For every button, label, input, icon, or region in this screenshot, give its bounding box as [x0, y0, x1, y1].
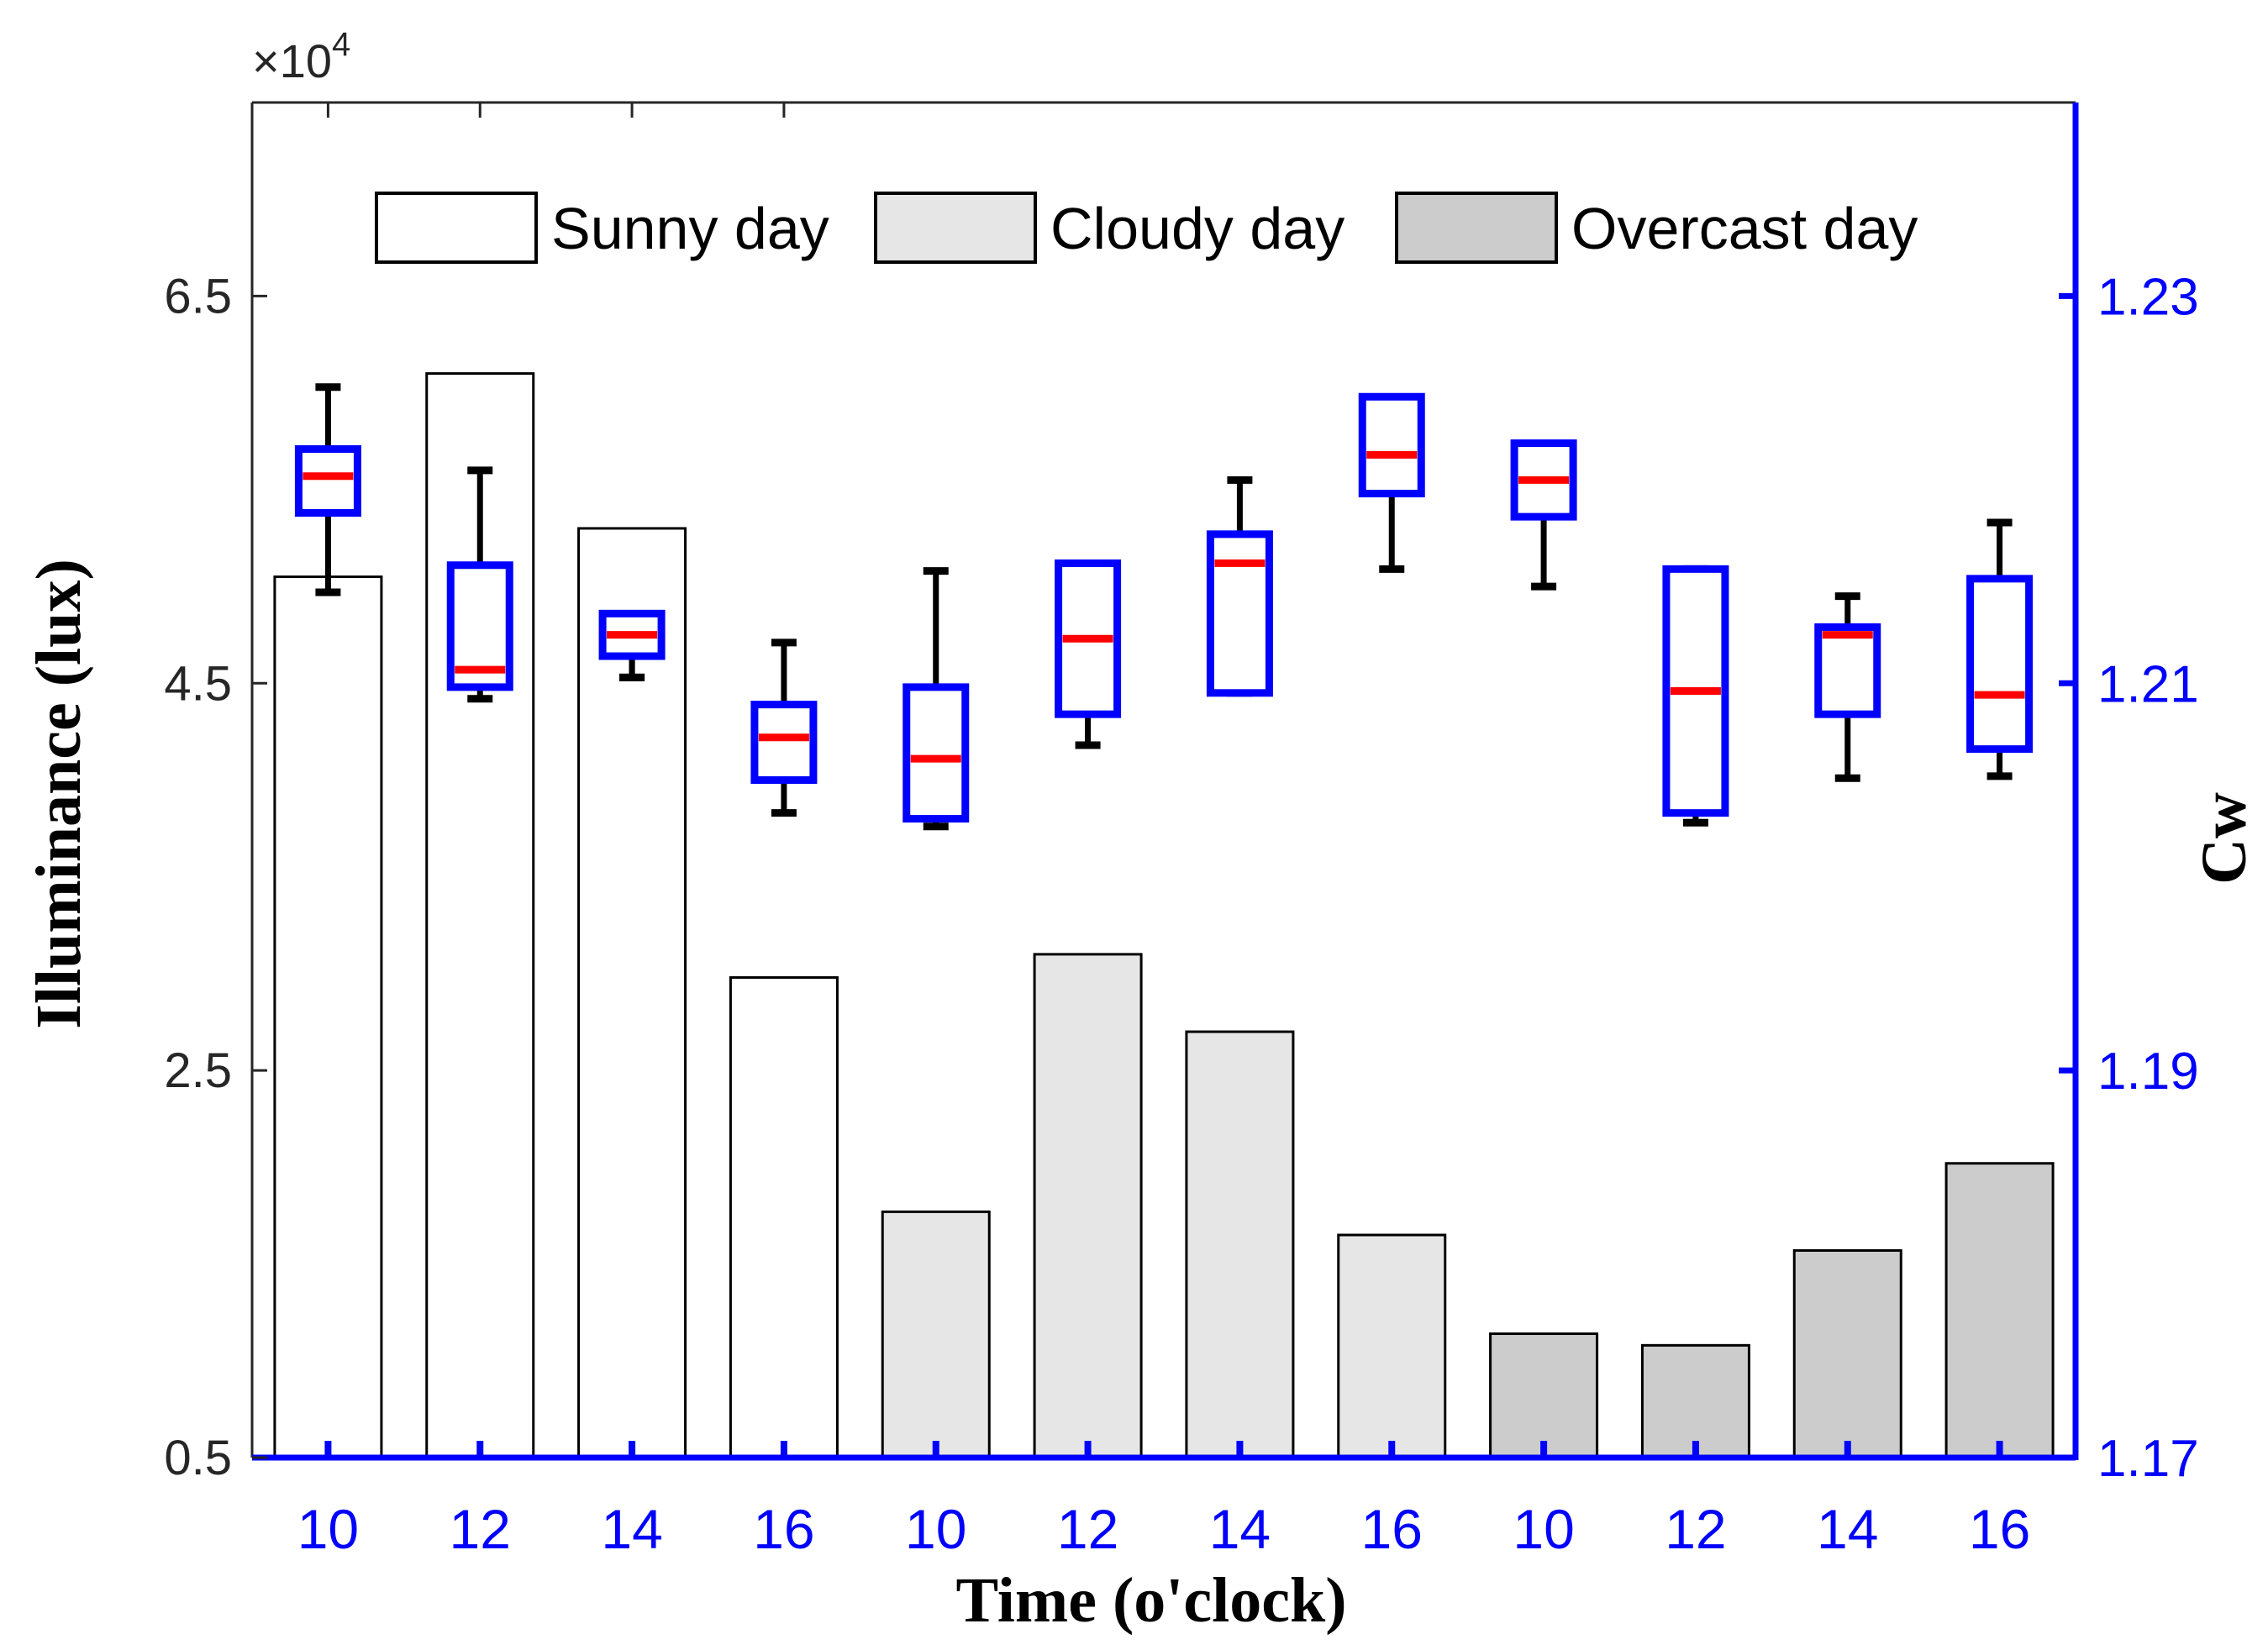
boxplot-10 — [1814, 592, 1881, 782]
y-axis-label: Illuminance (lux) — [24, 559, 94, 1029]
bar-9 — [1640, 1343, 1750, 1459]
bar-7 — [1337, 1233, 1447, 1459]
boxplot-8 — [1510, 439, 1577, 591]
boxplot-2 — [598, 609, 666, 681]
boxplot-box-11 — [1966, 575, 2034, 754]
x-tick-label-10: 14 — [1817, 1498, 1878, 1560]
legend-swatch-2 — [1395, 192, 1558, 264]
x-tick-label-8: 10 — [1513, 1498, 1574, 1560]
x-tick-label-3: 16 — [753, 1498, 814, 1560]
legend: Sunny day Cloudy day Overcast day — [375, 192, 1918, 264]
y-right-tick-label-0: 1.17 — [2097, 1430, 2199, 1488]
axes-layer — [250, 101, 2079, 1461]
bars-layer — [273, 372, 2055, 1459]
boxplot-9 — [1662, 565, 1729, 827]
bar-0 — [273, 575, 383, 1459]
y-right-tick-label-2: 1.21 — [2097, 655, 2199, 713]
x-tick-label-6: 14 — [1209, 1498, 1271, 1560]
boxplot-3 — [750, 638, 818, 817]
y-right-tick-label-1: 1.19 — [2097, 1043, 2199, 1101]
legend-label-1: Cloudy day — [1050, 196, 1344, 261]
boxplot-box-10 — [1814, 623, 1881, 718]
boxplot-box-0 — [294, 444, 361, 518]
y-multiplier-exponent: 4 — [332, 26, 350, 63]
boxplot-5 — [1055, 559, 1122, 749]
legend-swatch-1 — [874, 192, 1037, 264]
y-tick-label-1: 2.5 — [164, 1043, 232, 1098]
y-tick-label-2: 4.5 — [164, 656, 232, 711]
bar-2 — [577, 527, 687, 1459]
bar-5 — [1033, 953, 1143, 1459]
boxplot-6 — [1206, 476, 1273, 697]
y-multiplier: ×104 — [252, 26, 350, 87]
boxplot-11 — [1966, 518, 2034, 780]
y-tick-label-0: 0.5 — [164, 1431, 232, 1485]
legend-swatch-0 — [375, 192, 538, 264]
x-tick-label-9: 12 — [1665, 1498, 1726, 1560]
x-axis-label: Time (o'clock) — [955, 1565, 1346, 1636]
x-tick-label-5: 12 — [1057, 1498, 1118, 1560]
bar-4 — [881, 1210, 991, 1459]
x-tick-label-4: 10 — [905, 1498, 966, 1560]
boxplot-1 — [446, 466, 513, 703]
bar-11 — [1944, 1162, 2055, 1459]
y-right-tick-label-3: 1.23 — [2097, 268, 2199, 326]
boxplot-box-4 — [902, 683, 970, 823]
x-tick-label-2: 14 — [601, 1498, 662, 1560]
bar-3 — [729, 976, 839, 1459]
boxplot-0 — [294, 383, 361, 596]
x-tick-label-0: 10 — [297, 1498, 359, 1560]
ticks-layer: 0.5 2.5 4.5 6.5 1.17 1.19 1.21 1.23 10 12 14 16 10 12… — [164, 102, 2199, 1560]
y-tick-label-3: 6.5 — [164, 269, 232, 323]
boxplot-box-3 — [750, 701, 818, 785]
legend-label-0: Sunny day — [551, 196, 829, 261]
boxplot-7 — [1358, 392, 1425, 573]
boxplot-4 — [902, 567, 970, 831]
boxplot-box-6 — [1206, 530, 1273, 697]
bar-6 — [1185, 1030, 1295, 1459]
legend-label-2: Overcast day — [1571, 196, 1918, 261]
x-tick-label-11: 16 — [1969, 1498, 2030, 1560]
x-tick-label-7: 16 — [1361, 1498, 1423, 1560]
x-tick-label-1: 12 — [450, 1498, 511, 1560]
bar-8 — [1489, 1332, 1599, 1459]
boxplot-layer — [294, 383, 2034, 831]
y-multiplier-base: ×10 — [252, 34, 332, 87]
bar-10 — [1792, 1248, 1902, 1459]
y-axis-right-label: Cw — [2189, 792, 2260, 885]
boxplot-box-7 — [1358, 392, 1425, 497]
